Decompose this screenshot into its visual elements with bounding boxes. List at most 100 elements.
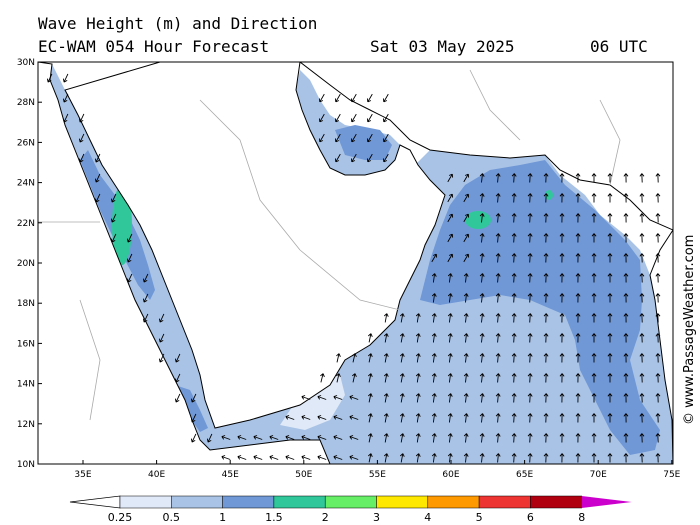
direction-arrow (575, 253, 581, 263)
direction-arrow (447, 413, 453, 423)
direction-arrow (495, 253, 501, 263)
africa-coast (38, 62, 331, 464)
direction-arrow (623, 213, 629, 223)
direction-arrow (479, 333, 485, 343)
direction-arrow (495, 453, 501, 463)
direction-arrow (415, 393, 421, 403)
direction-arrow (623, 413, 629, 423)
legend-label: 2 (322, 511, 329, 524)
lon-label: 75E (663, 470, 680, 480)
direction-arrow (399, 353, 405, 363)
direction-arrow (383, 333, 389, 343)
direction-arrow (447, 333, 453, 343)
direction-arrow (607, 333, 613, 343)
direction-arrow (655, 173, 661, 183)
direction-arrow (527, 353, 533, 363)
direction-arrow (447, 313, 453, 323)
direction-arrow (479, 293, 485, 303)
direction-arrow (607, 173, 613, 183)
direction-arrow (317, 435, 327, 440)
direction-arrow (174, 373, 181, 383)
direction-arrow (447, 233, 454, 243)
direction-arrow (559, 453, 565, 463)
direction-arrow (591, 373, 597, 383)
direction-arrow (607, 393, 613, 403)
direction-arrow (431, 353, 437, 363)
direction-arrow (317, 395, 327, 400)
direction-arrow (511, 313, 517, 323)
direction-arrow (575, 333, 581, 343)
direction-arrow (543, 373, 549, 383)
direction-arrow (511, 413, 517, 423)
direction-arrow (623, 333, 629, 343)
direction-arrow (382, 153, 389, 163)
direction-arrow (463, 313, 469, 323)
lon-axis: 35E 40E 45E 50E 55E 60E 65E 70E 75E (74, 460, 681, 480)
direction-arrow (639, 353, 645, 363)
direction-arrow (367, 433, 373, 443)
direction-arrow (431, 393, 437, 403)
gulf-aden-light (280, 375, 345, 430)
direction-arrow (415, 353, 421, 363)
direction-arrow (334, 93, 341, 103)
direction-arrow (479, 213, 485, 223)
direction-arrow (431, 453, 437, 463)
direction-arrow (543, 313, 549, 323)
direction-arrow (655, 393, 661, 403)
direction-arrow (559, 253, 565, 263)
direction-arrow (495, 393, 501, 403)
direction-arrow (495, 313, 501, 323)
direction-arrow (336, 373, 341, 383)
direction-arrow (463, 333, 469, 343)
legend-swatch (427, 495, 480, 509)
direction-arrow (447, 213, 454, 223)
direction-arrow (431, 433, 437, 443)
direction-arrow (527, 273, 533, 283)
direction-arrow (320, 373, 325, 383)
direction-arrow (495, 173, 501, 183)
direction-arrow (479, 193, 485, 203)
direction-arrow (479, 453, 485, 463)
direction-arrow (301, 415, 311, 420)
direction-arrow (607, 253, 613, 263)
direction-arrow (607, 433, 613, 443)
direction-arrow (383, 453, 389, 463)
direction-arrow (463, 213, 470, 223)
direction-arrow (447, 253, 454, 263)
direction-arrow (399, 413, 405, 423)
direction-arrow (463, 433, 469, 443)
direction-arrow (575, 233, 581, 243)
direction-arrow (431, 253, 438, 263)
direction-arrow (639, 333, 645, 343)
direction-arrow (607, 273, 613, 283)
direction-arrow (543, 413, 549, 423)
direction-arrow (655, 193, 661, 203)
direction-arrow (495, 193, 501, 203)
direction-arrow (269, 435, 279, 440)
direction-arrow (479, 433, 485, 443)
legend-label: 4 (424, 511, 431, 524)
direction-arrow (559, 413, 565, 423)
direction-arrow (511, 213, 517, 223)
direction-arrow (62, 93, 69, 103)
direction-arrow (607, 453, 613, 463)
direction-arrow (158, 313, 165, 323)
direction-arrow (221, 435, 231, 440)
direction-arrow (142, 273, 149, 283)
direction-arrow (463, 353, 469, 363)
direction-arrow (559, 373, 565, 383)
direction-arrow (527, 333, 533, 343)
direction-arrow (333, 455, 343, 460)
credit-label: © www.PassageWeather.com (682, 235, 697, 425)
sea-dark-zone (420, 160, 660, 455)
direction-arrow (623, 453, 629, 463)
direction-arrow (543, 353, 549, 363)
direction-arrow (655, 413, 661, 423)
direction-arrow (575, 453, 581, 463)
direction-arrow (527, 213, 533, 223)
direction-arrow (559, 393, 565, 403)
lon-label: 45E (222, 470, 239, 480)
direction-arrow (607, 353, 613, 363)
direction-arrow (350, 113, 357, 123)
